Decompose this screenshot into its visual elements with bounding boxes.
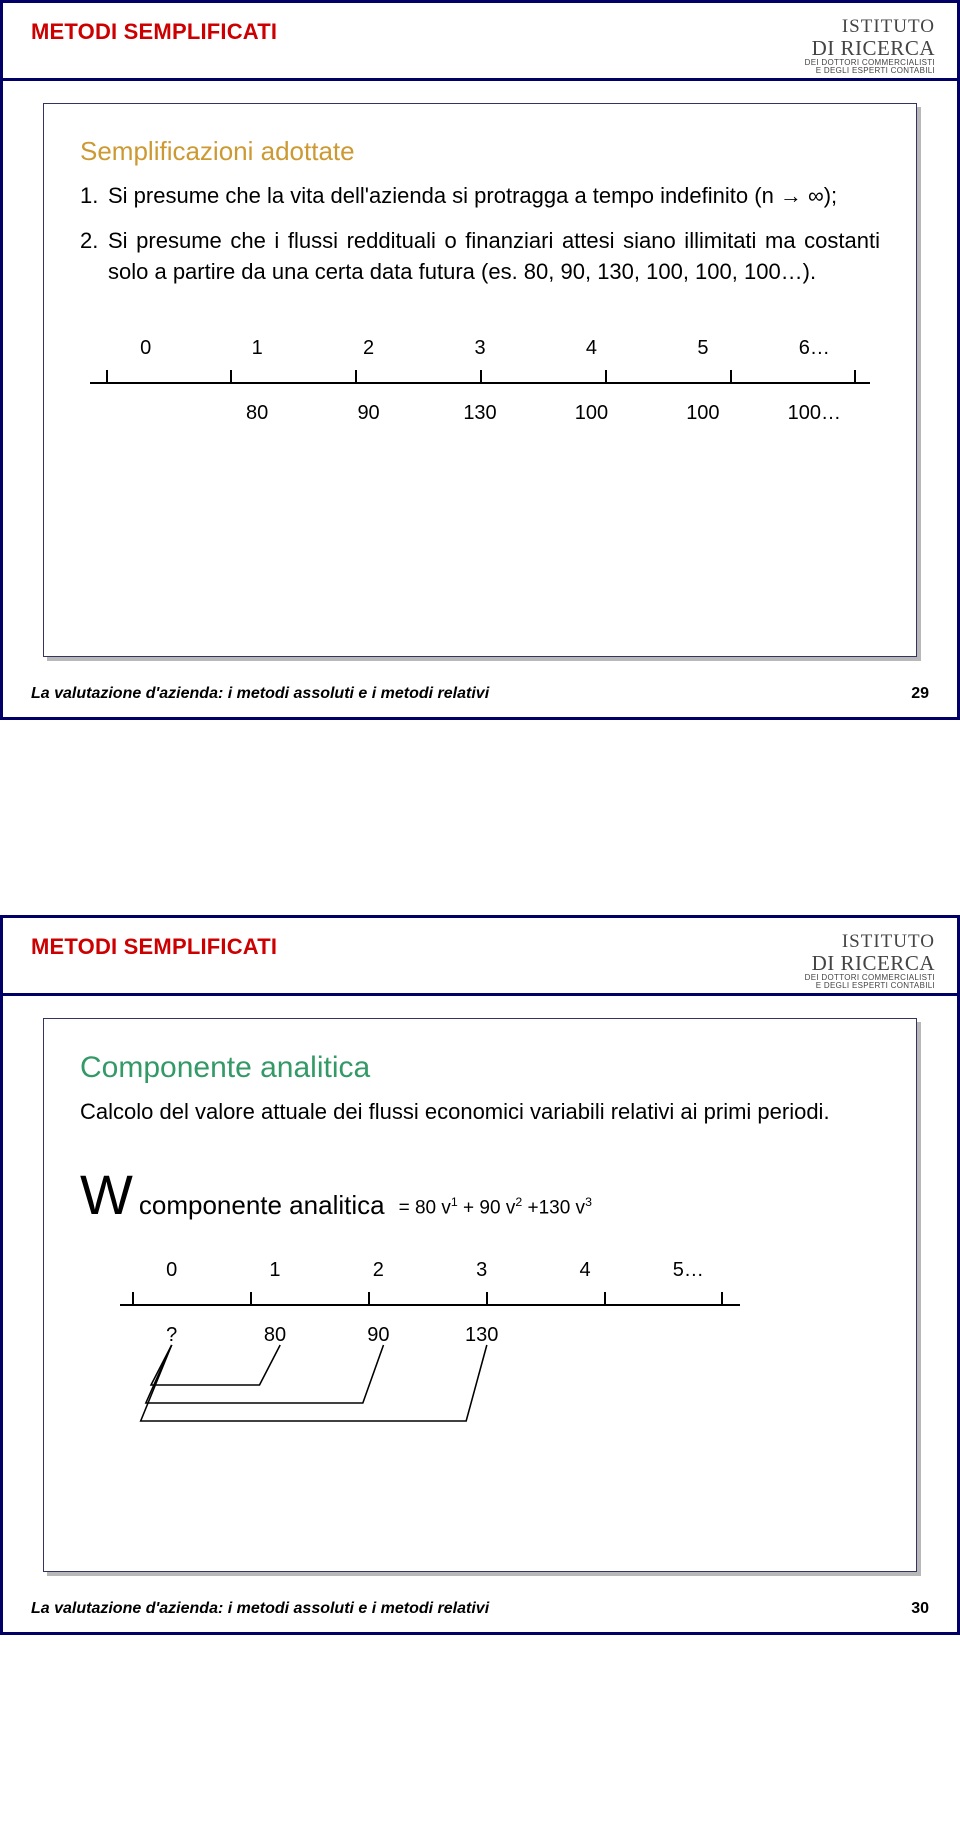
timeline-top-labels: 0 1 2 3 4 5…	[120, 1259, 740, 1282]
timeline-label: 2	[327, 1259, 430, 1282]
timeline-label: 3	[430, 1259, 533, 1282]
timeline: 0 1 2 3 4 5 6… 80 90 130 100 100 100…	[90, 337, 870, 425]
timeline-tick	[721, 1292, 723, 1306]
timeline-value: 130	[430, 1324, 533, 1347]
logo-line: E DEGLI ESPERTI CONTABILI	[805, 67, 935, 75]
timeline-value: 80	[201, 402, 312, 425]
institute-logo: ISTITUTO DI RICERCA DEI DOTTORI COMMERCI…	[805, 17, 935, 76]
timeline-value: 130	[424, 402, 535, 425]
timeline-value: 100…	[759, 402, 870, 425]
formula-term: + 90 v	[463, 1198, 515, 1219]
institute-logo: ISTITUTO DI RICERCA DEI DOTTORI COMMERCI…	[805, 932, 935, 991]
timeline-bottom-labels: 80 90 130 100 100 100…	[90, 402, 870, 425]
list-item-1: 1. Si presume che la vita dell'azienda s…	[80, 181, 880, 212]
timeline-label: 5…	[637, 1259, 740, 1282]
formula-term: = 80 v	[399, 1198, 451, 1219]
formula-sup: 3	[585, 1195, 592, 1209]
slide-footer: La valutazione d'azienda: i metodi assol…	[31, 1600, 929, 1618]
formula-w: W	[80, 1162, 133, 1227]
item-number: 1.	[80, 181, 108, 212]
section-heading: Semplificazioni adottate	[80, 136, 880, 167]
logo-line: E DEGLI ESPERTI CONTABILI	[805, 982, 935, 990]
page-number: 29	[911, 685, 929, 703]
timeline-value: 100	[536, 402, 647, 425]
logo-line: ISTITUTO	[805, 932, 935, 952]
timeline-label: 2	[313, 337, 424, 360]
timeline-tick	[132, 1292, 134, 1306]
timeline-label: 5	[647, 337, 758, 360]
timeline-value: 80	[223, 1324, 326, 1347]
timeline: 0 1 2 3 4 5… ? 80 90 130	[120, 1259, 740, 1347]
body-text: Calcolo del valore attuale dei flussi ec…	[80, 1097, 880, 1128]
footer-text: La valutazione d'azienda: i metodi assol…	[31, 1600, 489, 1618]
timeline-label: 6…	[759, 337, 870, 360]
timeline-axis	[120, 1288, 740, 1306]
section-heading: Componente analitica	[80, 1051, 880, 1085]
timeline-value	[533, 1324, 636, 1347]
timeline-value: 90	[327, 1324, 430, 1347]
slide-29: METODI SEMPLIFICATI ISTITUTO DI RICERCA …	[0, 0, 960, 720]
timeline-tick	[730, 370, 732, 384]
timeline-label: 1	[223, 1259, 326, 1282]
timeline-tick	[368, 1292, 370, 1306]
formula-sub: componente analitica	[139, 1190, 385, 1221]
timeline-bottom-labels: ? 80 90 130	[120, 1324, 740, 1347]
timeline-label: 0	[120, 1259, 223, 1282]
timeline-tick	[604, 1292, 606, 1306]
slide-title: METODI SEMPLIFICATI	[31, 932, 277, 960]
formula-sup: 2	[515, 1195, 522, 1209]
formula-term: +130 v	[527, 1198, 585, 1219]
logo-line: DI RICERCA	[805, 952, 935, 974]
footer-text: La valutazione d'azienda: i metodi assol…	[31, 685, 489, 703]
item-text: Si presume che la vita dell'azienda si p…	[108, 181, 880, 212]
formula-rhs: = 80 v1 + 90 v2 +130 v3	[399, 1195, 592, 1219]
list-item-2: 2. Si presume che i flussi reddituali o …	[80, 226, 880, 288]
timeline-tick	[605, 370, 607, 384]
slide-header: METODI SEMPLIFICATI ISTITUTO DI RICERCA …	[3, 918, 957, 996]
timeline-label: 1	[201, 337, 312, 360]
timeline-top-labels: 0 1 2 3 4 5 6…	[90, 337, 870, 360]
timeline-label: 3	[424, 337, 535, 360]
timeline-tick	[250, 1292, 252, 1306]
logo-line: ISTITUTO	[805, 17, 935, 37]
page-number: 30	[911, 1600, 929, 1618]
slide-header: METODI SEMPLIFICATI ISTITUTO DI RICERCA …	[3, 3, 957, 81]
content-frame: Semplificazioni adottate 1. Si presume c…	[43, 103, 917, 657]
timeline-baseline	[120, 1304, 740, 1306]
slide-footer: La valutazione d'azienda: i metodi assol…	[31, 685, 929, 703]
timeline-label: 0	[90, 337, 201, 360]
timeline-value: ?	[120, 1324, 223, 1347]
timeline-value: 100	[647, 402, 758, 425]
timeline-tick	[854, 370, 856, 384]
timeline-value: 90	[313, 402, 424, 425]
timeline-tick	[486, 1292, 488, 1306]
logo-line: DI RICERCA	[805, 37, 935, 59]
timeline-axis	[90, 366, 870, 384]
discount-connectors	[120, 1345, 740, 1435]
content-frame: Componente analitica Calcolo del valore …	[43, 1018, 917, 1572]
timeline-tick	[480, 370, 482, 384]
item-number: 2.	[80, 226, 108, 288]
formula: W componente analitica = 80 v1 + 90 v2 +…	[80, 1162, 880, 1227]
formula-sup: 1	[451, 1195, 458, 1209]
timeline-label: 4	[533, 1259, 636, 1282]
slide-30: METODI SEMPLIFICATI ISTITUTO DI RICERCA …	[0, 915, 960, 1635]
timeline-tick	[106, 370, 108, 384]
timeline-value	[637, 1324, 740, 1347]
slide-title: METODI SEMPLIFICATI	[31, 17, 277, 45]
item-text: Si presume che i flussi reddituali o fin…	[108, 226, 880, 288]
timeline-tick	[230, 370, 232, 384]
timeline-tick	[355, 370, 357, 384]
timeline-value	[90, 402, 201, 425]
timeline-label: 4	[536, 337, 647, 360]
